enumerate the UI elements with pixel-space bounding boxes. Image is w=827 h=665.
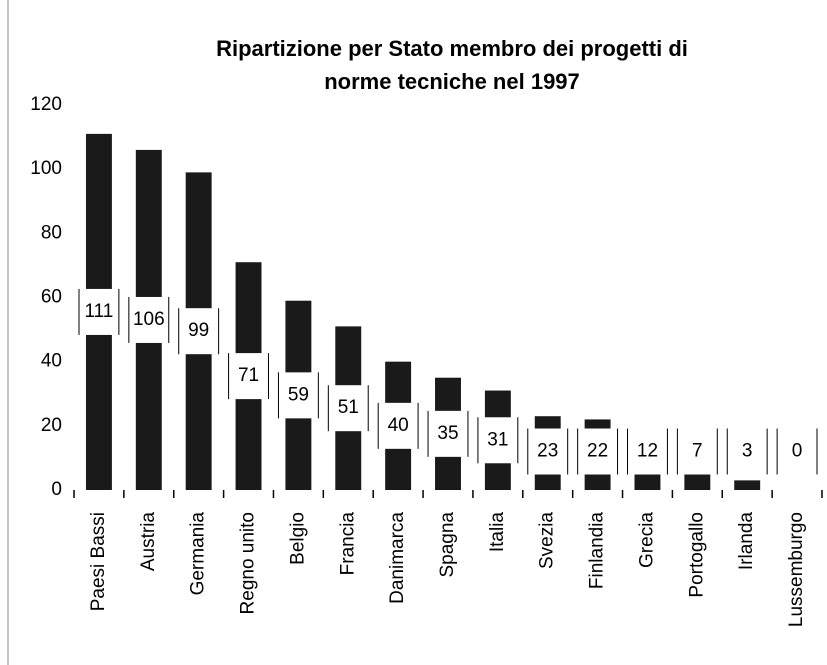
data-label: 106: [133, 309, 165, 330]
data-label-box: [577, 428, 618, 475]
x-tick-label: Svezia: [537, 512, 558, 569]
data-label: 31: [487, 429, 508, 450]
data-label: 35: [437, 423, 458, 444]
x-tick-label: Irlanda: [736, 512, 757, 571]
data-label: 7: [692, 441, 703, 462]
x-tick-label: Danimarca: [387, 512, 408, 604]
data-label: 3: [742, 441, 753, 462]
y-tick-label: 120: [30, 94, 62, 115]
chart-title: Ripartizione per Stato membro dei proget…: [216, 36, 688, 61]
data-label-box: [627, 428, 668, 475]
data-label-box: [378, 402, 419, 449]
data-label: 59: [288, 384, 309, 405]
x-tick-label: Lussemburgo: [786, 512, 807, 627]
x-tick-label: Portogallo: [686, 512, 707, 598]
data-label-box: [677, 428, 718, 475]
data-label: 23: [537, 441, 558, 462]
data-label: 51: [338, 397, 359, 418]
y-tick-label: 0: [51, 479, 62, 500]
data-label: 0: [792, 441, 803, 462]
data-label-box: [477, 417, 518, 464]
data-label: 99: [188, 320, 209, 341]
x-tick-label: Grecia: [636, 512, 657, 568]
data-label-box: [527, 428, 568, 475]
data-label-box: [727, 428, 768, 475]
data-label: 111: [84, 301, 113, 322]
data-label-box: [178, 308, 219, 355]
data-label-box: [228, 353, 269, 400]
data-label-box: [278, 372, 319, 419]
data-label-box: [777, 428, 818, 475]
data-label-box: [128, 296, 169, 343]
data-label: 12: [637, 441, 658, 462]
bar: [734, 480, 761, 490]
y-tick-label: 60: [41, 287, 62, 308]
chart-title: norme tecniche nel 1997: [324, 69, 580, 94]
x-tick-label: Paesi Bassi: [88, 512, 109, 611]
x-tick-label: Austria: [138, 512, 159, 572]
y-tick-label: 80: [41, 222, 62, 243]
data-label-box: [78, 288, 119, 335]
x-tick-label: Belgio: [287, 512, 308, 565]
x-tick-label: Italia: [487, 512, 508, 553]
x-tick-label: Finlandia: [587, 512, 608, 590]
y-tick-label: 20: [41, 415, 62, 436]
data-label: 40: [388, 415, 409, 436]
x-tick-label: Regno unito: [238, 512, 259, 614]
x-tick-label: Francia: [337, 512, 358, 576]
data-label-box: [428, 410, 468, 457]
x-tick-label: Germania: [188, 512, 209, 596]
data-label: 71: [238, 365, 259, 386]
data-label-box: [328, 385, 369, 432]
y-tick-label: 40: [41, 351, 62, 372]
x-tick-label: Spagna: [437, 512, 458, 578]
data-label: 22: [587, 441, 608, 462]
y-tick-label: 100: [30, 158, 62, 179]
